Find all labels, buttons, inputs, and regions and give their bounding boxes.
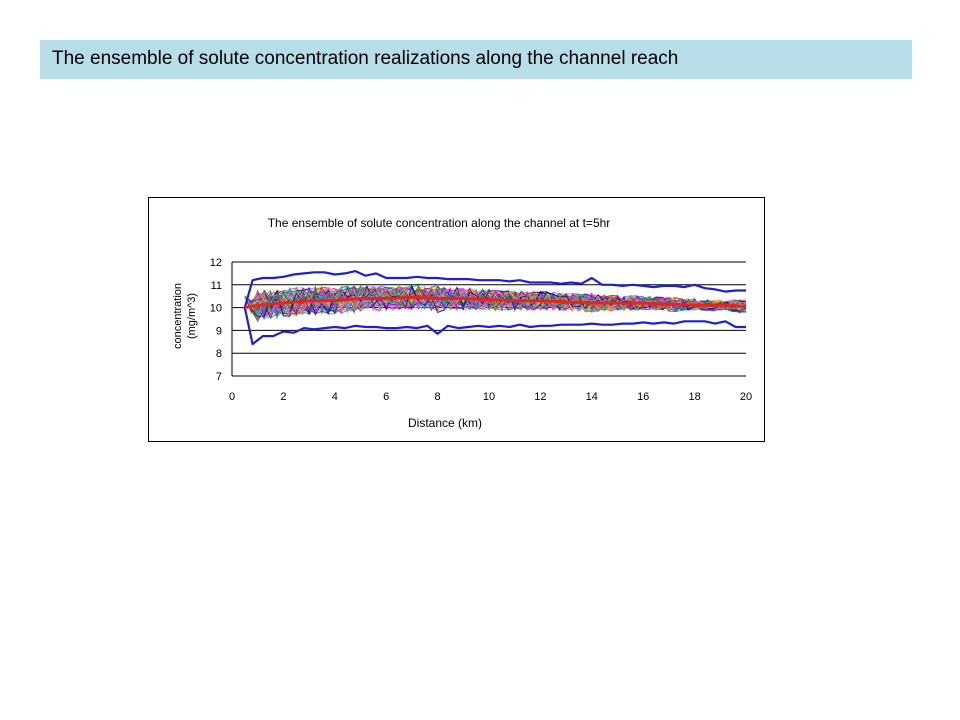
y-tick-label: 8 bbox=[216, 348, 222, 360]
y-tick-label: 7 bbox=[216, 371, 222, 383]
realization-line bbox=[244, 285, 746, 315]
x-tick-label: 12 bbox=[534, 391, 546, 403]
x-tick-labels: 0 2 4 6 8 10 12 14 16 18 20 bbox=[229, 391, 752, 403]
realization-line bbox=[244, 286, 747, 321]
y-tick-label: 11 bbox=[211, 280, 222, 292]
x-tick-label: 0 bbox=[229, 391, 235, 403]
y-tick-label: 10 bbox=[210, 303, 222, 315]
upper-bound-line bbox=[243, 269, 746, 308]
mean-line bbox=[244, 295, 747, 310]
x-tick-label: 20 bbox=[740, 391, 752, 403]
y-tick-label: 12 bbox=[210, 257, 222, 269]
slide-title-banner: The ensemble of solute concentration rea… bbox=[40, 40, 912, 79]
bound-lines bbox=[243, 269, 746, 346]
lower-bound-line bbox=[243, 307, 746, 346]
x-tick-label: 8 bbox=[435, 391, 441, 403]
realization-line bbox=[244, 284, 747, 322]
chart-title: The ensemble of solute concentration alo… bbox=[268, 216, 611, 230]
y-axis-label-line2: (mg/m^3) bbox=[186, 293, 198, 339]
chart-axes bbox=[231, 262, 746, 377]
y-tick-label: 9 bbox=[216, 325, 222, 337]
x-tick-label: 14 bbox=[586, 391, 598, 403]
x-tick-label: 2 bbox=[280, 391, 286, 403]
x-tick-label: 18 bbox=[688, 391, 700, 403]
y-axis-label-line1: concentration bbox=[172, 283, 184, 349]
x-axis-label: Distance (km) bbox=[408, 416, 482, 430]
mean-concentration-line bbox=[244, 295, 747, 310]
x-tick-label: 16 bbox=[637, 391, 649, 403]
ensemble-line-chart: The ensemble of solute concentration alo… bbox=[172, 216, 752, 430]
chart-frame: The ensemble of solute concentration alo… bbox=[148, 197, 765, 442]
slide-title: The ensemble of solute concentration rea… bbox=[52, 48, 679, 69]
x-tick-label: 4 bbox=[332, 391, 338, 403]
x-tick-label: 10 bbox=[483, 391, 495, 403]
y-tick-labels: 12 11 10 9 8 7 bbox=[210, 257, 222, 383]
x-tick-label: 6 bbox=[383, 391, 389, 403]
